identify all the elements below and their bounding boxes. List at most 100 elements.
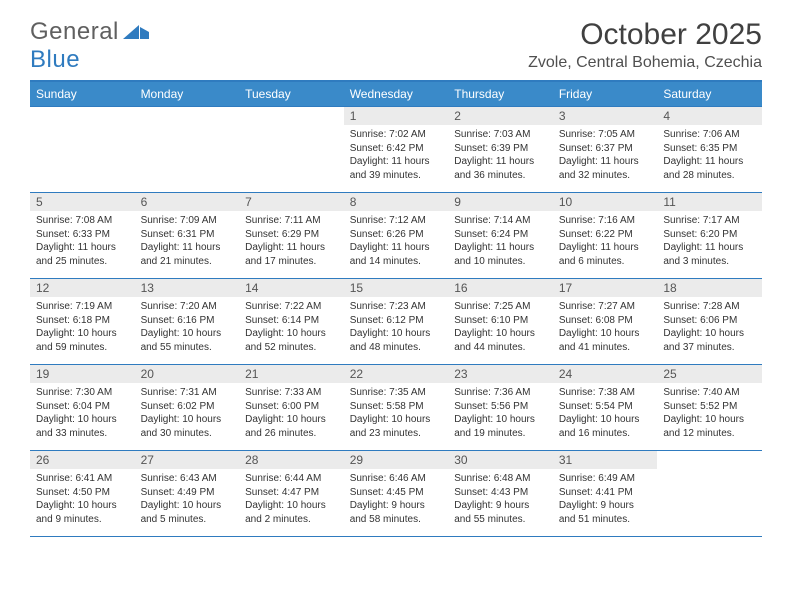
calendar-row: 19Sunrise: 7:30 AMSunset: 6:04 PMDayligh… [30, 365, 762, 451]
day-number: 15 [344, 279, 449, 297]
day-body: Sunrise: 7:28 AMSunset: 6:06 PMDaylight:… [657, 297, 762, 358]
calendar-cell [239, 107, 344, 193]
day-header: Thursday [448, 81, 553, 107]
day-body: Sunrise: 7:08 AMSunset: 6:33 PMDaylight:… [30, 211, 135, 272]
calendar-cell: 18Sunrise: 7:28 AMSunset: 6:06 PMDayligh… [657, 279, 762, 365]
day-header: Friday [553, 81, 658, 107]
day-header: Sunday [30, 81, 135, 107]
day-body: Sunrise: 7:22 AMSunset: 6:14 PMDaylight:… [239, 297, 344, 358]
day-body: Sunrise: 7:38 AMSunset: 5:54 PMDaylight:… [553, 383, 658, 444]
logo-word2: Blue [30, 46, 80, 73]
day-number: 11 [657, 193, 762, 211]
day-number: 5 [30, 193, 135, 211]
calendar-row: 5Sunrise: 7:08 AMSunset: 6:33 PMDaylight… [30, 193, 762, 279]
day-body: Sunrise: 7:36 AMSunset: 5:56 PMDaylight:… [448, 383, 553, 444]
day-body: Sunrise: 7:03 AMSunset: 6:39 PMDaylight:… [448, 125, 553, 186]
title-block: October 2025 Zvole, Central Bohemia, Cze… [528, 18, 762, 72]
calendar-cell: 16Sunrise: 7:25 AMSunset: 6:10 PMDayligh… [448, 279, 553, 365]
day-number: 18 [657, 279, 762, 297]
day-number: 1 [344, 107, 449, 125]
day-number: 13 [135, 279, 240, 297]
calendar-cell: 30Sunrise: 6:48 AMSunset: 4:43 PMDayligh… [448, 451, 553, 537]
calendar-cell: 17Sunrise: 7:27 AMSunset: 6:08 PMDayligh… [553, 279, 658, 365]
calendar-cell: 12Sunrise: 7:19 AMSunset: 6:18 PMDayligh… [30, 279, 135, 365]
day-number: 12 [30, 279, 135, 297]
page-title: October 2025 [528, 18, 762, 52]
day-number: 29 [344, 451, 449, 469]
day-number: 26 [30, 451, 135, 469]
calendar-cell: 20Sunrise: 7:31 AMSunset: 6:02 PMDayligh… [135, 365, 240, 451]
calendar-cell [30, 107, 135, 193]
day-number: 24 [553, 365, 658, 383]
day-body: Sunrise: 7:11 AMSunset: 6:29 PMDaylight:… [239, 211, 344, 272]
calendar-cell: 28Sunrise: 6:44 AMSunset: 4:47 PMDayligh… [239, 451, 344, 537]
day-body: Sunrise: 7:14 AMSunset: 6:24 PMDaylight:… [448, 211, 553, 272]
day-body: Sunrise: 7:20 AMSunset: 6:16 PMDaylight:… [135, 297, 240, 358]
day-body: Sunrise: 7:31 AMSunset: 6:02 PMDaylight:… [135, 383, 240, 444]
day-body: Sunrise: 7:25 AMSunset: 6:10 PMDaylight:… [448, 297, 553, 358]
day-number: 7 [239, 193, 344, 211]
calendar-cell: 11Sunrise: 7:17 AMSunset: 6:20 PMDayligh… [657, 193, 762, 279]
day-body: Sunrise: 6:49 AMSunset: 4:41 PMDaylight:… [553, 469, 658, 530]
day-number: 17 [553, 279, 658, 297]
day-number: 27 [135, 451, 240, 469]
day-body: Sunrise: 7:30 AMSunset: 6:04 PMDaylight:… [30, 383, 135, 444]
calendar-cell: 3Sunrise: 7:05 AMSunset: 6:37 PMDaylight… [553, 107, 658, 193]
day-body: Sunrise: 7:17 AMSunset: 6:20 PMDaylight:… [657, 211, 762, 272]
calendar-row: 26Sunrise: 6:41 AMSunset: 4:50 PMDayligh… [30, 451, 762, 537]
day-body: Sunrise: 7:05 AMSunset: 6:37 PMDaylight:… [553, 125, 658, 186]
day-number: 10 [553, 193, 658, 211]
calendar-cell: 7Sunrise: 7:11 AMSunset: 6:29 PMDaylight… [239, 193, 344, 279]
day-body: Sunrise: 7:35 AMSunset: 5:58 PMDaylight:… [344, 383, 449, 444]
calendar-cell [657, 451, 762, 537]
calendar-cell: 15Sunrise: 7:23 AMSunset: 6:12 PMDayligh… [344, 279, 449, 365]
day-body: Sunrise: 6:44 AMSunset: 4:47 PMDaylight:… [239, 469, 344, 530]
calendar-cell: 14Sunrise: 7:22 AMSunset: 6:14 PMDayligh… [239, 279, 344, 365]
day-number: 2 [448, 107, 553, 125]
day-header: Monday [135, 81, 240, 107]
location: Zvole, Central Bohemia, Czechia [528, 54, 762, 72]
day-number: 6 [135, 193, 240, 211]
logo: GeneralBlue [30, 18, 149, 74]
calendar-cell: 19Sunrise: 7:30 AMSunset: 6:04 PMDayligh… [30, 365, 135, 451]
day-number: 23 [448, 365, 553, 383]
calendar-cell: 8Sunrise: 7:12 AMSunset: 6:26 PMDaylight… [344, 193, 449, 279]
calendar-cell: 26Sunrise: 6:41 AMSunset: 4:50 PMDayligh… [30, 451, 135, 537]
day-number: 21 [239, 365, 344, 383]
day-number: 28 [239, 451, 344, 469]
day-number: 4 [657, 107, 762, 125]
logo-text: GeneralBlue [30, 18, 149, 74]
calendar-cell: 23Sunrise: 7:36 AMSunset: 5:56 PMDayligh… [448, 365, 553, 451]
day-number: 16 [448, 279, 553, 297]
day-number: 3 [553, 107, 658, 125]
calendar-cell: 29Sunrise: 6:46 AMSunset: 4:45 PMDayligh… [344, 451, 449, 537]
calendar-cell: 1Sunrise: 7:02 AMSunset: 6:42 PMDaylight… [344, 107, 449, 193]
day-number: 30 [448, 451, 553, 469]
day-body: Sunrise: 6:41 AMSunset: 4:50 PMDaylight:… [30, 469, 135, 530]
calendar-cell: 10Sunrise: 7:16 AMSunset: 6:22 PMDayligh… [553, 193, 658, 279]
calendar-cell: 4Sunrise: 7:06 AMSunset: 6:35 PMDaylight… [657, 107, 762, 193]
calendar: SundayMondayTuesdayWednesdayThursdayFrid… [30, 80, 762, 537]
day-body: Sunrise: 6:48 AMSunset: 4:43 PMDaylight:… [448, 469, 553, 530]
calendar-cell: 9Sunrise: 7:14 AMSunset: 6:24 PMDaylight… [448, 193, 553, 279]
day-body: Sunrise: 7:40 AMSunset: 5:52 PMDaylight:… [657, 383, 762, 444]
day-body: Sunrise: 7:27 AMSunset: 6:08 PMDaylight:… [553, 297, 658, 358]
calendar-cell [135, 107, 240, 193]
day-body: Sunrise: 7:23 AMSunset: 6:12 PMDaylight:… [344, 297, 449, 358]
calendar-row: 1Sunrise: 7:02 AMSunset: 6:42 PMDaylight… [30, 107, 762, 193]
day-body: Sunrise: 7:33 AMSunset: 6:00 PMDaylight:… [239, 383, 344, 444]
calendar-cell: 24Sunrise: 7:38 AMSunset: 5:54 PMDayligh… [553, 365, 658, 451]
day-number: 8 [344, 193, 449, 211]
header: GeneralBlue October 2025 Zvole, Central … [30, 18, 762, 74]
day-number: 31 [553, 451, 658, 469]
calendar-cell: 21Sunrise: 7:33 AMSunset: 6:00 PMDayligh… [239, 365, 344, 451]
day-number: 9 [448, 193, 553, 211]
day-header: Saturday [657, 81, 762, 107]
calendar-cell: 25Sunrise: 7:40 AMSunset: 5:52 PMDayligh… [657, 365, 762, 451]
calendar-cell: 13Sunrise: 7:20 AMSunset: 6:16 PMDayligh… [135, 279, 240, 365]
day-header: Wednesday [344, 81, 449, 107]
calendar-row: 12Sunrise: 7:19 AMSunset: 6:18 PMDayligh… [30, 279, 762, 365]
logo-word1: General [30, 18, 119, 45]
day-body: Sunrise: 7:12 AMSunset: 6:26 PMDaylight:… [344, 211, 449, 272]
calendar-cell: 22Sunrise: 7:35 AMSunset: 5:58 PMDayligh… [344, 365, 449, 451]
